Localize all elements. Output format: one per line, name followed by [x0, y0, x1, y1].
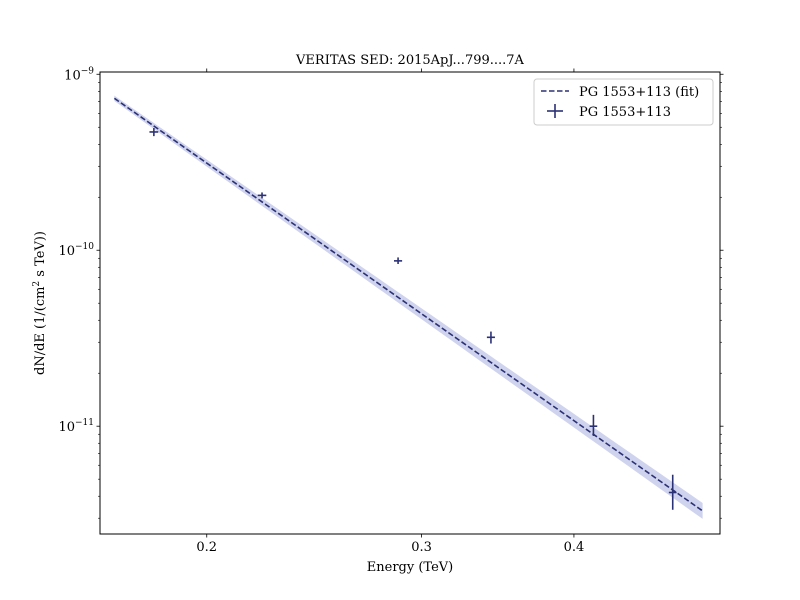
- data-point: [486, 331, 495, 344]
- legend: PG 1553+113 (fit) PG 1553+113: [533, 78, 714, 126]
- data-point: [257, 192, 267, 199]
- y-tick-label-base: 10: [58, 244, 75, 259]
- y-tick-label-exponent: −9: [81, 66, 95, 76]
- y-tick-label-exponent: −10: [75, 242, 94, 252]
- y-tick-label: 10−11: [58, 418, 94, 435]
- x-tick-label: 0.3: [411, 540, 432, 555]
- x-axis-label: Energy (TeV): [367, 560, 453, 575]
- y-axis-label-tail: s TeV)): [33, 231, 48, 281]
- y-axis-label-superscript: 2: [32, 281, 42, 287]
- data-point: [668, 474, 677, 510]
- y-axis-label-main: dN/dE (1/(cm: [33, 287, 48, 375]
- legend-fit-label: PG 1553+113 (fit): [579, 85, 699, 100]
- data-point: [589, 414, 598, 436]
- x-tick-label: 0.2: [196, 540, 217, 555]
- y-tick-label-base: 10: [64, 68, 81, 83]
- y-tick-label-base: 10: [58, 420, 75, 435]
- data-point: [149, 127, 159, 137]
- y-tick-label-exponent: −11: [75, 418, 94, 428]
- y-tick-label: 10−10: [58, 242, 94, 259]
- legend-frame: [533, 78, 714, 126]
- x-tick-label: 0.4: [564, 540, 585, 555]
- data-point: [393, 257, 403, 265]
- x-axis: 0.2 0.3 0.4: [196, 68, 585, 555]
- y-tick-label: 10−9: [64, 66, 94, 83]
- y-axis-label: dN/dE (1/(cm2 s TeV)): [32, 231, 48, 375]
- plot-area: [113, 95, 704, 519]
- legend-data-label: PG 1553+113: [579, 105, 671, 120]
- chart-title: VERITAS SED: 2015ApJ...799....7A: [295, 53, 525, 68]
